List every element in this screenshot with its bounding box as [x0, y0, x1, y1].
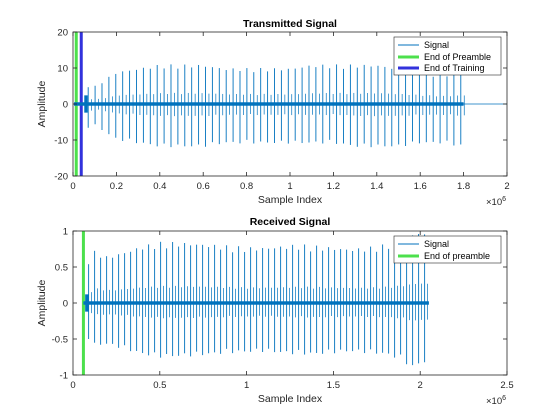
plot2-x-exponent: ×106	[486, 395, 506, 407]
plot2-x-exponent-power: 6	[502, 395, 506, 402]
plot2-legend: Signal End of preamble	[393, 235, 502, 264]
plot2-legend-signal-label: Signal	[424, 239, 449, 249]
plot1-title: Transmitted Signal	[243, 18, 337, 30]
p2-ytick-label: -1	[60, 371, 68, 382]
p1-xtick-label: 0	[70, 181, 75, 192]
plot2-series	[83, 234, 429, 366]
p2-ytick-label: 0	[63, 299, 68, 310]
received-signal-plot: Received Signal 0 0.5 1 1.5 2 2.5-1-0.500.51 …	[36, 216, 514, 407]
plot2-ylabel: Amplitude	[36, 280, 48, 327]
plot1-ticks: 0 0.2 0.4 0.6 0.8 1 1.2 1.4 1.6 1.8 2 -20 -10 0 10 20	[54, 28, 509, 193]
p2-xtick-label: 0	[70, 380, 75, 391]
p2-ytick-label: 0.5	[55, 263, 68, 274]
p1-xtick-label: 0.2	[110, 181, 123, 192]
p1-xtick-label: 1.2	[327, 181, 340, 192]
p1-xtick-label: 1.6	[414, 181, 427, 192]
p1-xtick-label: 1	[287, 181, 292, 192]
transmitted-signal-plot: Transmitted Signal 0 0.2 0.4 0.6 0.8 1 1.2 1.4 1…	[36, 18, 510, 208]
plot1-legend-training-label: End of Training	[424, 63, 485, 73]
p1-ytick-label: -20	[54, 172, 68, 183]
p2-xtick-label: 1	[244, 380, 249, 391]
plot2-xlabel: Sample Index	[258, 393, 323, 405]
p2-xtick-label: 2.5	[500, 380, 513, 391]
p1-ytick-label: 10	[57, 64, 68, 75]
p1-xtick-label: 1.8	[457, 181, 470, 192]
p1-xtick-label: 2	[504, 181, 509, 192]
plot2-x-exponent-base: ×10	[486, 396, 502, 407]
plot1-legend-signal-label: Signal	[424, 40, 449, 50]
p1-ytick-label: -10	[54, 136, 68, 147]
p1-ytick-label: 20	[57, 28, 68, 39]
p1-xtick-label: 1.4	[370, 181, 383, 192]
plot1-x-exponent-power: 6	[502, 196, 506, 203]
plot1-legend: Signal End of Preamble End of Training	[393, 36, 502, 76]
p2-xtick-label: 2	[418, 380, 423, 391]
p1-xtick-label: 0.8	[240, 181, 253, 192]
plot2-legend-preamble-label: End of preamble	[424, 251, 490, 261]
p2-ytick-label: -0.5	[52, 335, 68, 346]
p1-xtick-label: 0.6	[197, 181, 210, 192]
plot1-ylabel: Amplitude	[36, 81, 48, 128]
plot1-x-exponent: ×106	[486, 196, 506, 208]
p1-ytick-label: 0	[63, 100, 68, 111]
plot1-xlabel: Sample Index	[258, 194, 323, 206]
p2-ytick-label: 1	[63, 227, 68, 238]
plot1-x-exponent-base: ×10	[486, 197, 502, 208]
plot2-legend-box	[393, 235, 502, 264]
p2-xtick-label: 1.5	[327, 380, 340, 391]
plot2-title: Received Signal	[250, 216, 331, 228]
p2-xtick-label: 0.5	[153, 380, 166, 391]
p1-xtick-label: 0.4	[153, 181, 166, 192]
plot1-series	[74, 64, 507, 148]
plot2-ticks: 0 0.5 1 1.5 2 2.5 -1 -0.5 0 0.5 1	[52, 227, 514, 392]
plot1-legend-preamble-label: End of Preamble	[424, 52, 491, 62]
